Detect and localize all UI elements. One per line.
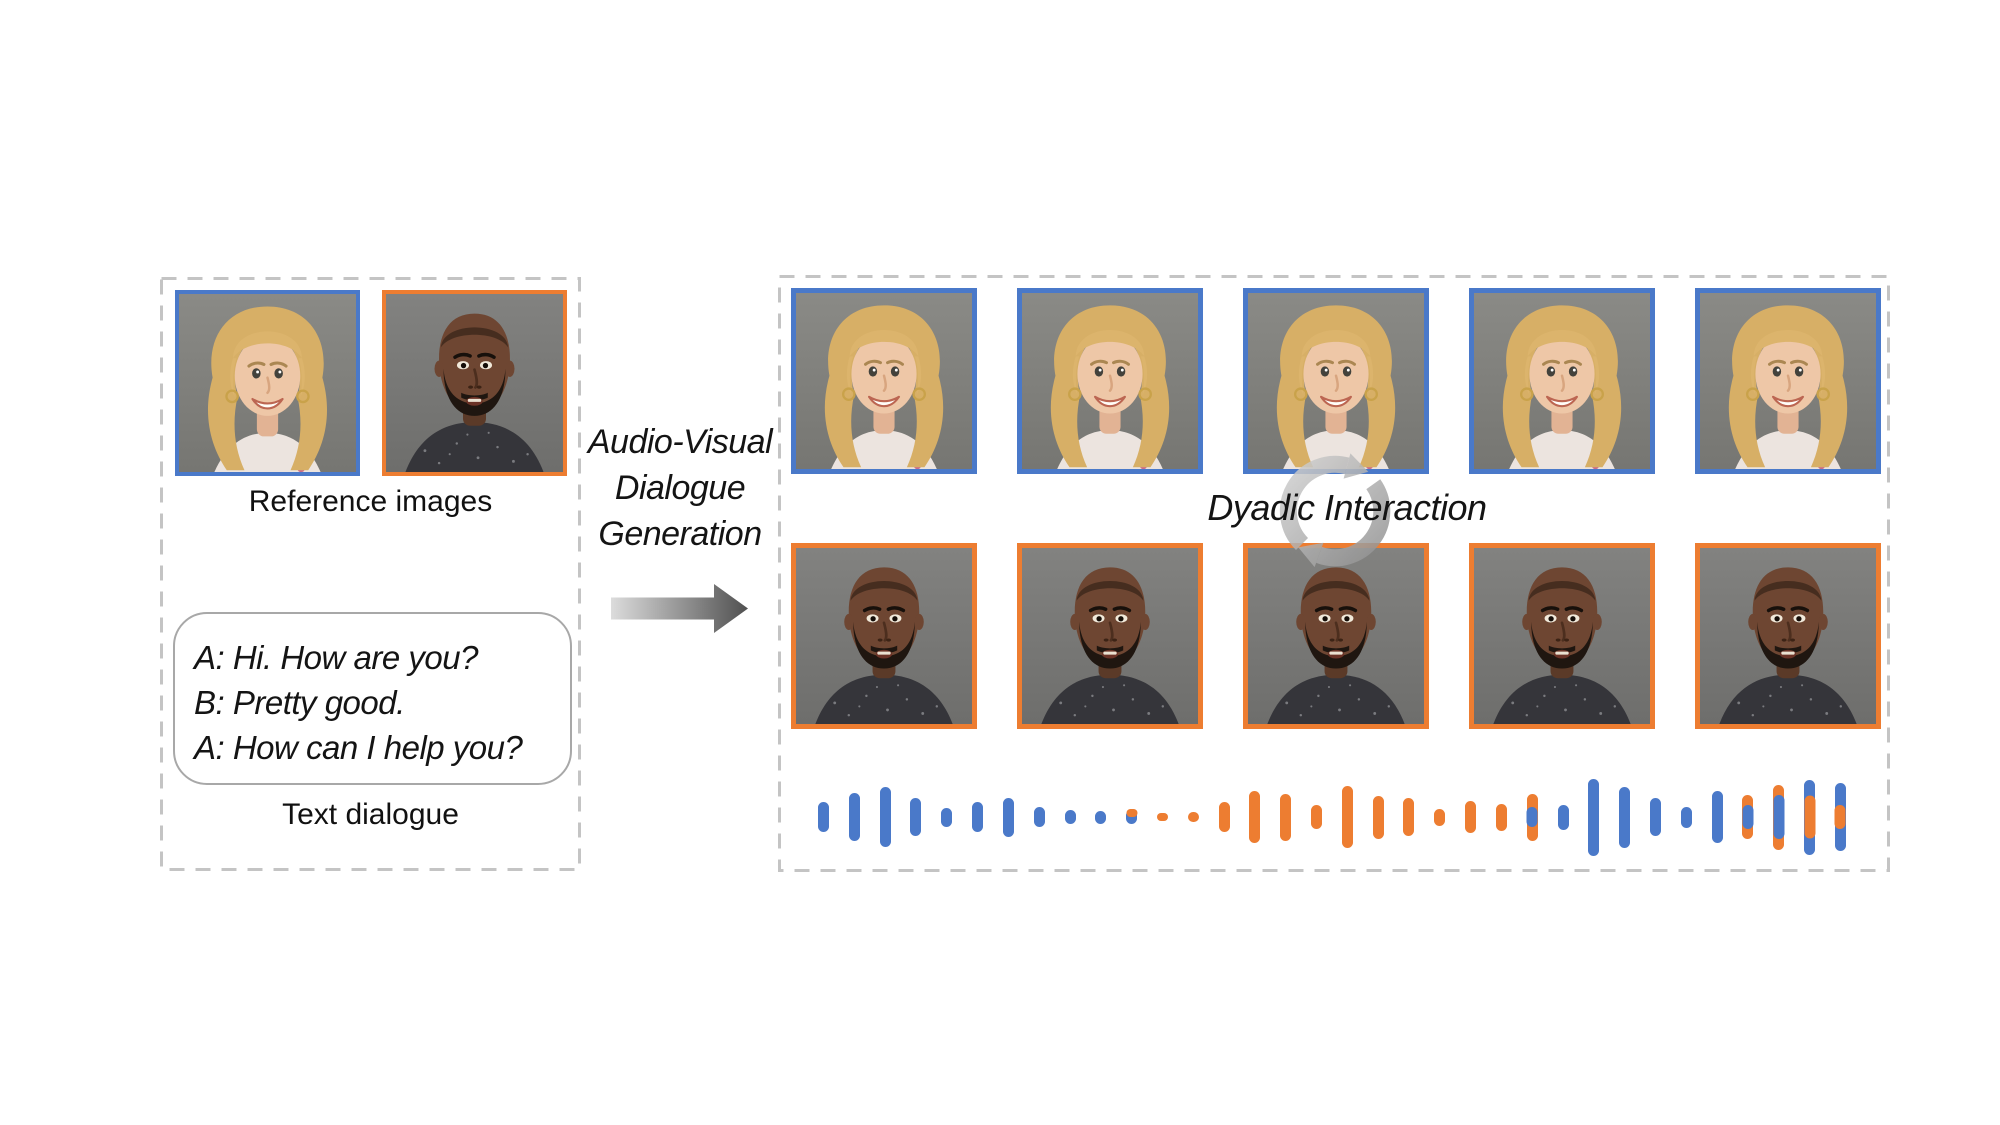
reference-images-row bbox=[175, 290, 567, 476]
generated-frame-b-3 bbox=[1243, 543, 1429, 729]
woman-face-illustration bbox=[796, 293, 972, 469]
dialogue-line-3: A: How can I help you? bbox=[194, 729, 523, 766]
waveform-bar-overlay-orange bbox=[1834, 805, 1846, 829]
generated-frame-a-3 bbox=[1243, 288, 1429, 474]
process-label-line-1: Audio-Visual bbox=[587, 423, 773, 461]
generated-row-a bbox=[791, 288, 1881, 474]
woman-face-illustration bbox=[1700, 293, 1876, 469]
man-face-illustration bbox=[1700, 548, 1876, 724]
generated-frame-a-5 bbox=[1695, 288, 1881, 474]
waveform-bar-orange bbox=[1434, 808, 1446, 826]
waveform-bar-overlay-blue bbox=[1773, 795, 1785, 839]
waveform-bar-blue bbox=[1619, 786, 1631, 848]
right-arrow-icon bbox=[611, 584, 748, 633]
waveform-bar-blue bbox=[1680, 806, 1692, 828]
waveform-bar-overlay-orange bbox=[1804, 795, 1815, 839]
waveform-bar-blue bbox=[972, 802, 984, 832]
waveform-bar-orange bbox=[1773, 784, 1785, 850]
dialogue-line-1: A: Hi. How are you? bbox=[194, 639, 478, 676]
dyadic-interaction-label: Dyadic Interaction bbox=[1207, 487, 1487, 528]
woman-face-illustration bbox=[1022, 293, 1198, 469]
waveform-bar-blue bbox=[1064, 810, 1076, 824]
process-label-line-2: Dialogue bbox=[614, 469, 746, 507]
generated-frame-b-2 bbox=[1017, 543, 1203, 729]
generated-frame-b-4 bbox=[1469, 543, 1655, 729]
reference-image-speaker-a bbox=[175, 290, 360, 476]
waveform-bar-orange bbox=[1280, 793, 1292, 841]
process-label-line-3: Generation bbox=[598, 515, 762, 553]
waveform-bar-orange bbox=[1156, 813, 1168, 821]
waveform bbox=[818, 775, 1846, 859]
waveform-bar-orange bbox=[1311, 805, 1322, 829]
waveform-bar-overlay-blue bbox=[1742, 805, 1754, 829]
text-dialogue-box: A: Hi. How are you? B: Pretty good. A: H… bbox=[173, 612, 572, 785]
waveform-bar-orange bbox=[1249, 791, 1261, 843]
input-panel: Reference images A: Hi. How are you? B: … bbox=[160, 277, 581, 871]
waveform-bar-orange bbox=[1526, 793, 1538, 841]
man-face-illustration bbox=[796, 548, 972, 724]
waveform-bar-blue bbox=[1126, 809, 1138, 824]
waveform-bar-orange bbox=[1372, 795, 1384, 839]
waveform-bar-orange bbox=[1218, 802, 1230, 832]
waveform-bar-orange bbox=[1341, 786, 1353, 848]
waveform-bar-orange bbox=[1187, 812, 1199, 822]
process-label: Audio-Visual Dialogue Generation bbox=[560, 419, 800, 557]
waveform-bar-orange bbox=[1403, 798, 1415, 836]
waveform-bar-blue bbox=[1711, 791, 1723, 843]
generated-frame-b-5 bbox=[1695, 543, 1881, 729]
waveform-bar-blue bbox=[910, 798, 922, 836]
waveform-bar-blue bbox=[1557, 804, 1569, 830]
reference-images-label: Reference images bbox=[248, 485, 493, 518]
dialogue-line-2: B: Pretty good. bbox=[194, 684, 405, 721]
waveform-bar-blue bbox=[1804, 779, 1815, 855]
waveform-bar-blue bbox=[941, 807, 953, 827]
waveform-bar-blue bbox=[1649, 798, 1661, 836]
text-dialogue-label: Text dialogue bbox=[282, 798, 459, 831]
man-face-illustration bbox=[1474, 548, 1650, 724]
output-panel: Dyadic Interaction bbox=[778, 275, 1890, 872]
waveform-bar-blue bbox=[1095, 810, 1107, 824]
generated-frame-a-1 bbox=[791, 288, 977, 474]
man-face-illustration bbox=[1022, 548, 1198, 724]
generated-frame-b-1 bbox=[791, 543, 977, 729]
man-face-illustration bbox=[386, 294, 563, 472]
waveform-bar-blue bbox=[818, 802, 829, 832]
waveform-bar-overlay-orange bbox=[1126, 809, 1138, 817]
generated-frame-a-2 bbox=[1017, 288, 1203, 474]
waveform-bar-orange bbox=[1495, 803, 1507, 831]
waveform-bar-blue bbox=[879, 787, 891, 847]
waveform-bar-blue bbox=[1002, 797, 1014, 837]
waveform-bar-orange bbox=[1465, 801, 1477, 833]
waveform-bar-blue bbox=[1834, 783, 1846, 851]
waveform-bar-blue bbox=[1588, 778, 1600, 856]
waveform-bar-overlay-blue bbox=[1526, 807, 1538, 827]
waveform-bar-orange bbox=[1742, 795, 1754, 839]
waveform-bar-blue bbox=[848, 793, 860, 841]
generated-frame-a-4 bbox=[1469, 288, 1655, 474]
waveform-bar-blue bbox=[1033, 807, 1045, 827]
reference-image-speaker-b bbox=[382, 290, 567, 476]
generated-row-b bbox=[791, 543, 1881, 729]
woman-face-illustration bbox=[179, 294, 356, 472]
woman-face-illustration bbox=[1474, 293, 1650, 469]
